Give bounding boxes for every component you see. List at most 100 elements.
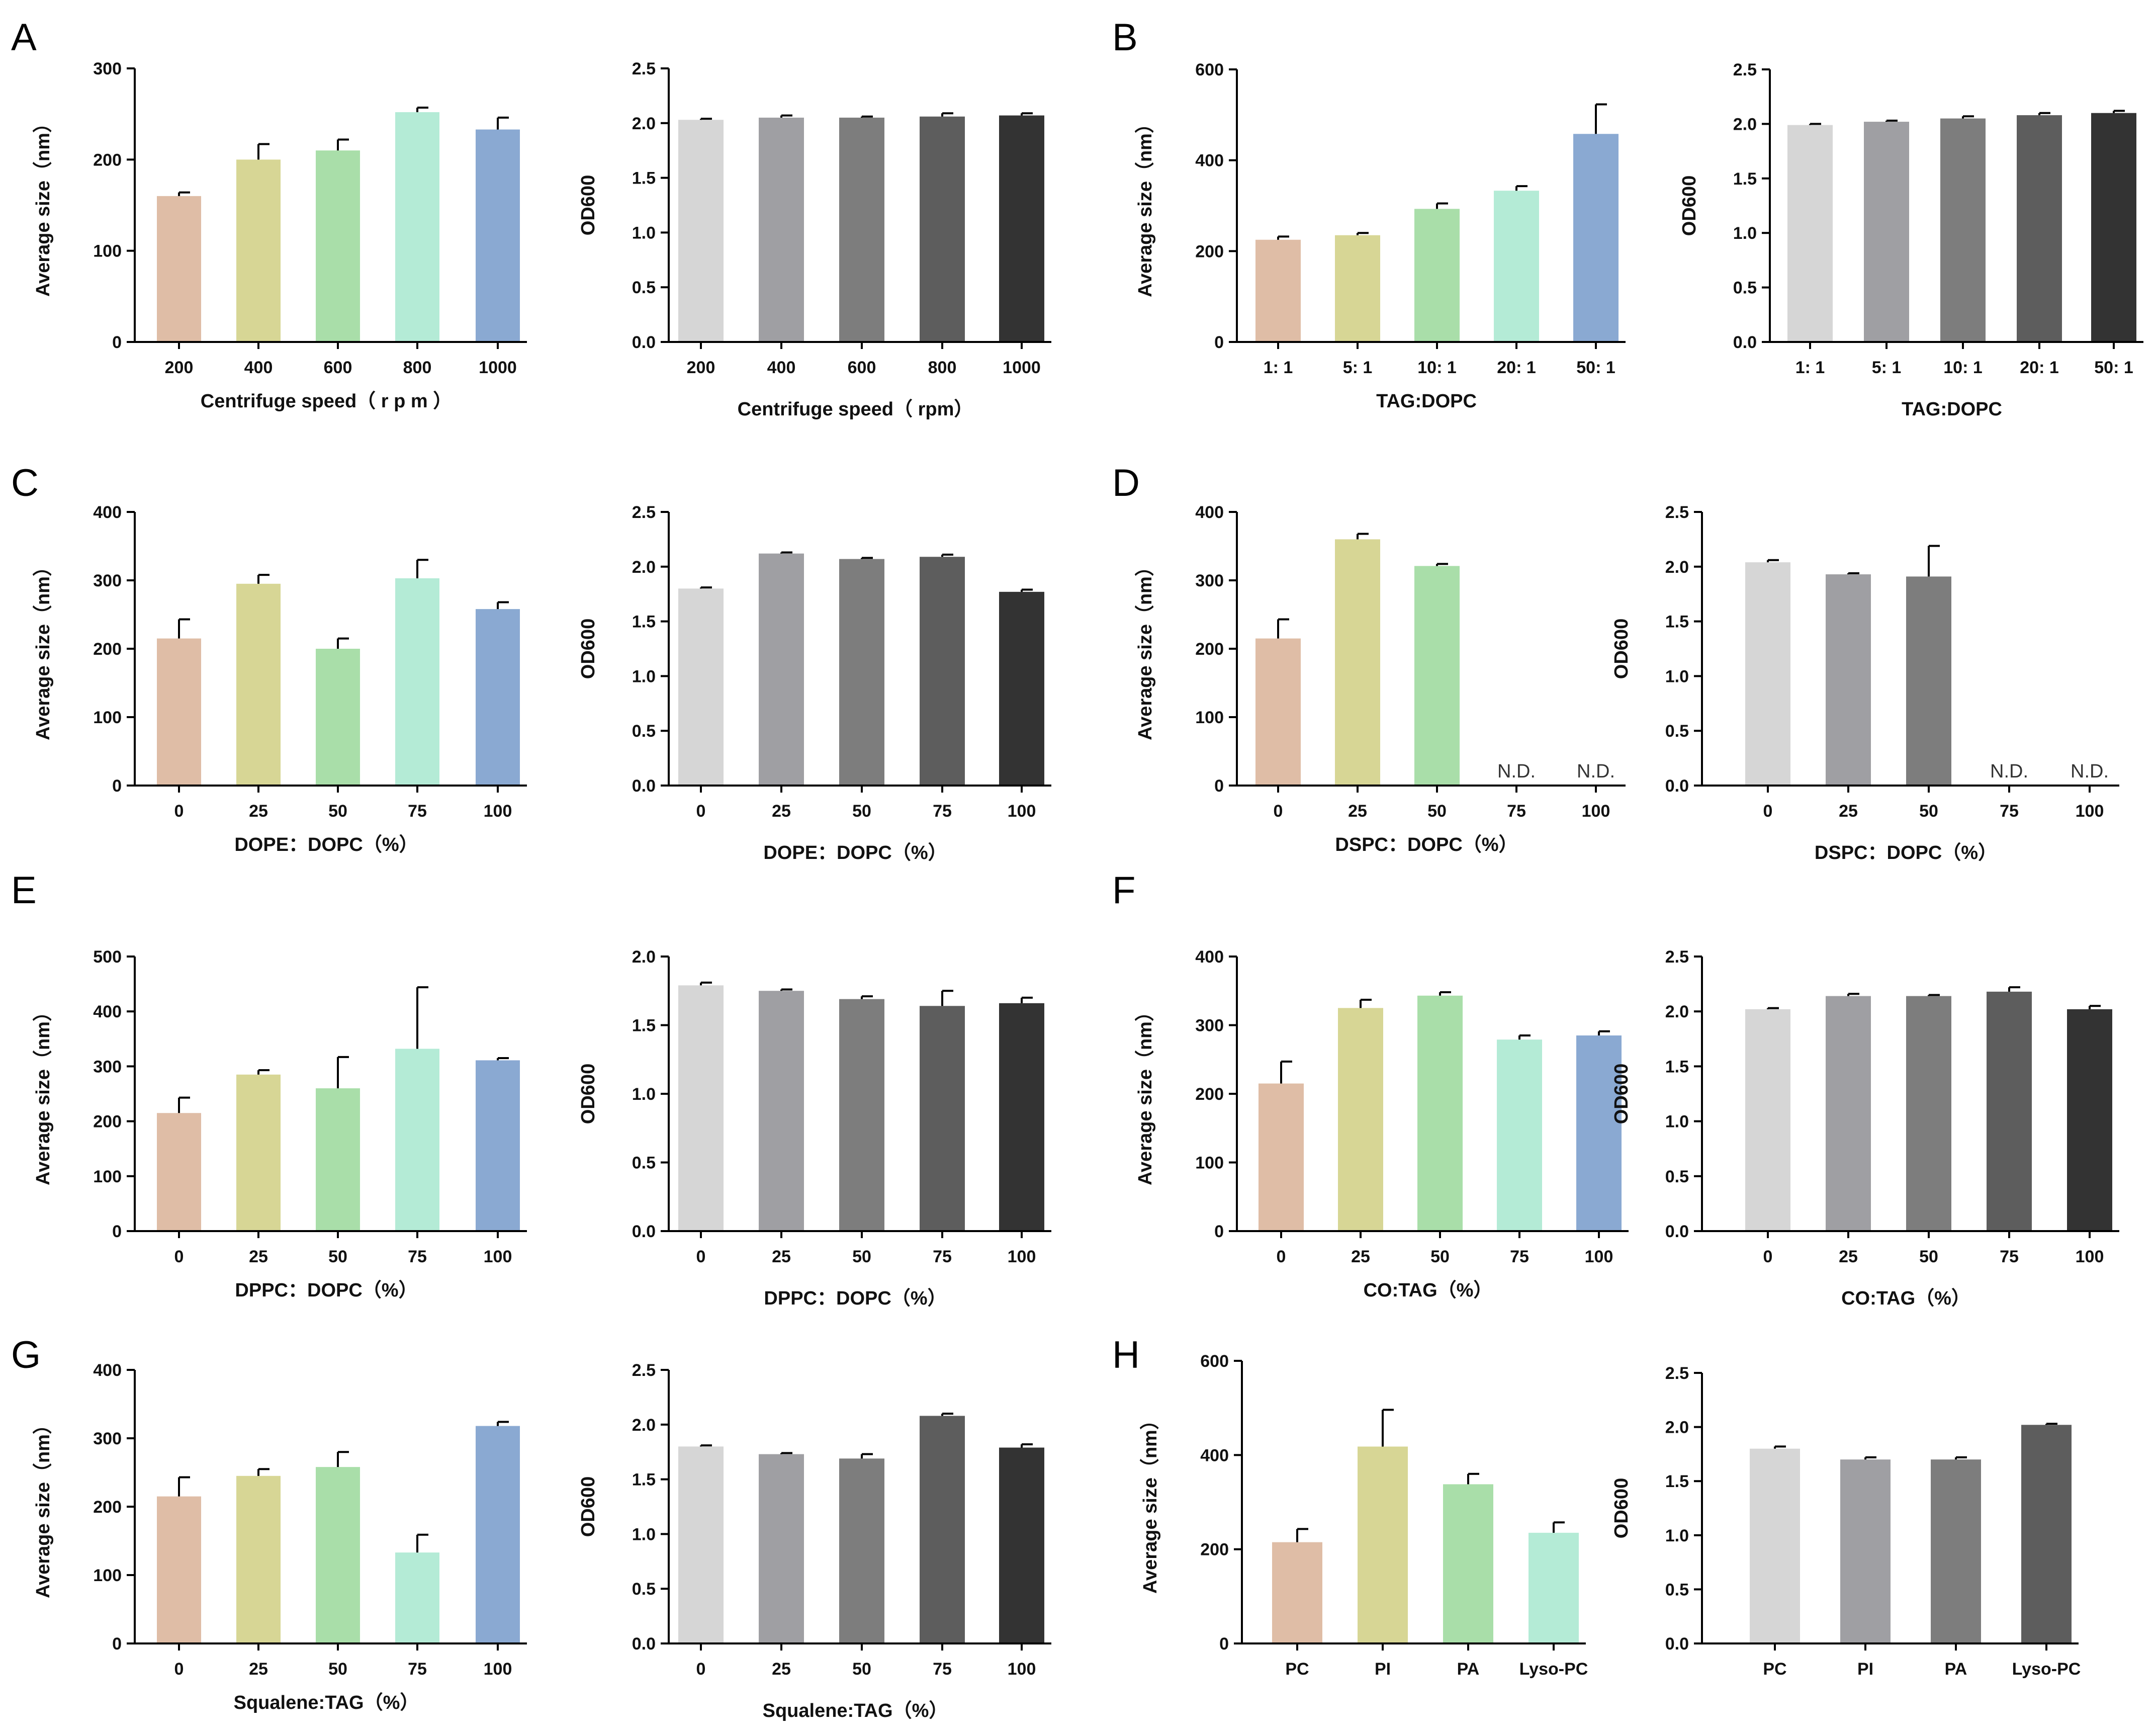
chart-h-size: 0 200 400 600 PC PI PA Lyso-PC Average size（nm） — [1140, 1352, 1588, 1679]
bar — [999, 115, 1044, 342]
y-tick-label: 100 — [93, 708, 122, 727]
y-axis-title: OD600 — [578, 619, 599, 679]
bar — [1335, 235, 1380, 342]
y-tick-label: 0.0 — [1665, 1222, 1689, 1241]
bar — [316, 150, 360, 342]
x-tick-label: 0 — [696, 1247, 706, 1266]
x-tick-label: 25 — [1348, 802, 1367, 821]
bar — [759, 117, 804, 342]
bar — [476, 609, 520, 786]
y-tick-label: 0 — [112, 333, 122, 352]
y-tick-label: 500 — [93, 947, 122, 967]
y-tick-label: 0.0 — [1733, 333, 1757, 352]
y-tick-label: 2.0 — [1665, 1002, 1689, 1021]
panel-letter-f: F — [1112, 869, 1135, 912]
bar — [920, 116, 965, 342]
x-tick-label: 50 — [1430, 1247, 1450, 1266]
x-axis-title: DOPE：DOPC（%） — [234, 834, 418, 855]
bar — [839, 1458, 884, 1643]
y-tick-label: 400 — [1195, 947, 1224, 967]
x-tick-label: 50: 1 — [1576, 358, 1615, 377]
x-tick-label: 50 — [852, 1660, 871, 1679]
y-tick-label: 1.5 — [1665, 1472, 1689, 1491]
panel-letter-d: D — [1112, 462, 1140, 504]
x-tick-label: 0 — [1277, 1247, 1286, 1266]
x-axis-title: DPPC：DOPC（%） — [764, 1288, 946, 1309]
chart-c-od: 0.0 0.5 1.0 1.5 2.0 2.5 0 25 50 75 100 DOPE：DOPC（%）… — [578, 503, 1051, 863]
y-tick-label: 0.5 — [632, 278, 656, 297]
y-tick-label: 0.5 — [632, 1580, 656, 1599]
y-tick-label: 0.0 — [632, 333, 656, 352]
bar — [236, 583, 281, 786]
y-tick-label: 300 — [1195, 571, 1224, 590]
x-tick-label: Lyso-PC — [2012, 1660, 2081, 1679]
x-axis-title: TAG:DOPC — [1376, 391, 1477, 412]
x-tick-label: 75 — [1507, 802, 1526, 821]
y-tick-label: 2.0 — [632, 1416, 656, 1435]
bar — [678, 588, 724, 786]
x-tick-label: 100 — [1008, 1660, 1036, 1679]
bar — [1576, 1035, 1622, 1231]
panel-letter-e: E — [11, 869, 37, 912]
y-axis-title: Average size（nm） — [33, 114, 54, 297]
x-tick-label: 50 — [1919, 1247, 1938, 1266]
panel-letter-c: C — [11, 462, 39, 504]
y-axis-title: Average size（nm） — [33, 1415, 54, 1598]
y-tick-label: 1.0 — [1665, 1526, 1689, 1545]
y-tick-label: 0.5 — [1733, 279, 1757, 298]
x-tick-label: 0 — [174, 1247, 184, 1266]
y-tick-label: 1.5 — [1665, 613, 1689, 632]
x-tick-label: 50 — [1919, 802, 1938, 821]
bar — [920, 1416, 965, 1643]
x-tick-label: 1: 1 — [1795, 358, 1825, 377]
panel-letter-g: G — [11, 1334, 41, 1376]
x-tick-label: 100 — [1585, 1247, 1613, 1266]
bar — [1414, 209, 1460, 342]
bar — [316, 1467, 360, 1643]
y-axis-title: Average size（nm） — [1140, 1411, 1161, 1594]
bar — [1745, 1009, 1790, 1231]
x-axis-title: Squalene:TAG（%） — [234, 1692, 419, 1713]
y-tick-label: 1.0 — [632, 667, 656, 686]
bar — [2067, 1009, 2112, 1231]
y-tick-label: 0.0 — [1665, 776, 1689, 796]
x-axis-title: DOPE：DOPC（%） — [763, 842, 947, 863]
y-tick-label: 200 — [93, 1498, 122, 1517]
x-tick-label: 25 — [1839, 802, 1858, 821]
y-axis-title: OD600 — [1611, 1064, 1632, 1124]
x-tick-label: 100 — [1008, 802, 1036, 821]
y-tick-label: 300 — [93, 571, 122, 590]
x-tick-label: 0 — [174, 802, 184, 821]
x-tick-label: 25 — [249, 1247, 268, 1266]
y-tick-label: 2.5 — [1665, 947, 1689, 967]
x-tick-label: 20: 1 — [1497, 358, 1536, 377]
x-tick-label: 100 — [1008, 1247, 1036, 1266]
y-tick-label: 600 — [1200, 1352, 1229, 1371]
y-tick-label: 100 — [93, 1167, 122, 1186]
y-tick-label: 300 — [93, 1429, 122, 1448]
x-tick-label: 75 — [933, 802, 952, 821]
bar — [1529, 1532, 1579, 1643]
bar — [1940, 118, 1986, 342]
bar — [395, 578, 439, 786]
bar — [476, 129, 520, 342]
x-tick-label: 100 — [2076, 1247, 2104, 1266]
x-axis-title: DSPC：DOPC（%） — [1335, 834, 1517, 855]
bar — [1414, 566, 1460, 786]
y-tick-label: 300 — [1195, 1016, 1224, 1035]
y-tick-label: 0 — [1214, 1222, 1224, 1241]
y-tick-label: 1.5 — [632, 1016, 656, 1035]
y-tick-label: 400 — [1195, 151, 1224, 170]
bar — [395, 112, 439, 342]
x-tick-label: 25 — [772, 1660, 791, 1679]
panel-letter-a: A — [11, 16, 37, 59]
bar — [1338, 1008, 1383, 1231]
x-tick-label: 100 — [484, 1247, 512, 1266]
bar — [678, 985, 724, 1231]
y-tick-label: 2.0 — [632, 558, 656, 577]
y-tick-label: 0.0 — [1665, 1634, 1689, 1654]
y-tick-label: 200 — [93, 150, 122, 169]
bar — [1255, 638, 1301, 786]
y-tick-label: 0 — [1219, 1634, 1229, 1654]
